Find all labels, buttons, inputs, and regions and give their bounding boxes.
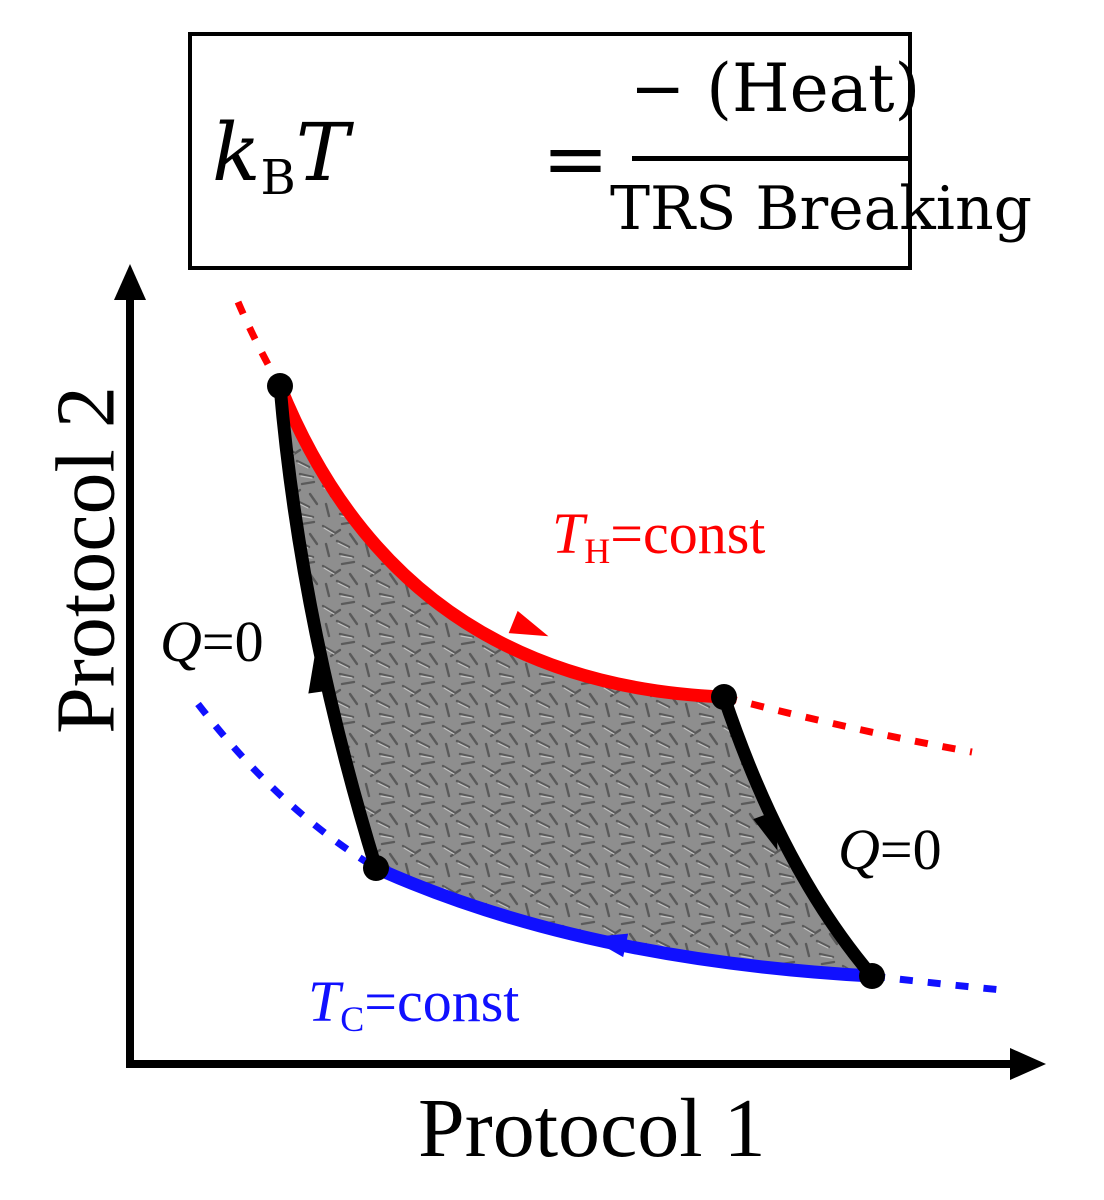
left-q-symbol: Q: [160, 609, 202, 674]
left-zero-text: =0: [201, 609, 264, 674]
vertex-dot-icon: [363, 855, 389, 881]
cold-isotherm-extension-lower: [871, 972, 1003, 994]
left-direction-arrowhead-icon: [308, 654, 333, 694]
axes: [114, 264, 1046, 1080]
hot-const-text: =const: [610, 501, 766, 566]
subscript-b: B: [260, 150, 296, 206]
x-axis-arrowhead-icon: [1010, 1048, 1046, 1080]
equation-lhs: kBT: [212, 106, 349, 206]
fraction-numerator: − (Heat): [630, 50, 921, 127]
right-adiabat-label: Q=0: [838, 816, 942, 883]
cold-subscript: C: [340, 999, 365, 1039]
equals-sign: =: [542, 112, 610, 205]
cold-const-text: =const: [364, 969, 520, 1034]
equation-box: kBT = − (Heat) TRS Breaking: [188, 32, 1033, 270]
fraction-bar: [632, 156, 908, 161]
cold-t-symbol: T: [308, 969, 341, 1034]
symbol-t: T: [295, 106, 350, 199]
right-adiabat: [717, 690, 879, 983]
hot-isotherm-extension-upper: [234, 300, 284, 388]
hot-direction-arrowhead-icon: [508, 610, 549, 637]
hot-isotherm: [273, 379, 731, 704]
right-direction-arrowhead-icon: [753, 810, 778, 851]
hot-isotherm-label: TH=const: [552, 500, 765, 572]
vertex-dot-icon: [711, 684, 737, 710]
right-q-symbol: Q: [838, 817, 880, 882]
right-zero-text: =0: [879, 817, 942, 882]
symbol-k: k: [212, 106, 261, 199]
hot-isotherm-extension-lower: [723, 693, 973, 756]
vertex-dot-icon: [859, 963, 885, 989]
left-adiabat: [273, 379, 383, 875]
left-adiabat-label: Q=0: [160, 608, 264, 675]
y-axis-label: Protocol 2: [39, 386, 133, 734]
hot-subscript: H: [584, 531, 611, 571]
fraction-denominator: TRS Breaking: [610, 174, 1033, 244]
hot-t-symbol: T: [552, 501, 585, 566]
cold-isotherm-label: TC=const: [308, 968, 519, 1040]
vertex-dot-icon: [267, 373, 293, 399]
cycle-area: [280, 386, 872, 976]
y-axis-arrowhead-icon: [114, 264, 146, 300]
cold-isotherm-extension-upper: [195, 701, 378, 871]
x-axis-label: Protocol 1: [418, 1082, 766, 1175]
cold-direction-arrowhead-icon: [588, 933, 629, 958]
